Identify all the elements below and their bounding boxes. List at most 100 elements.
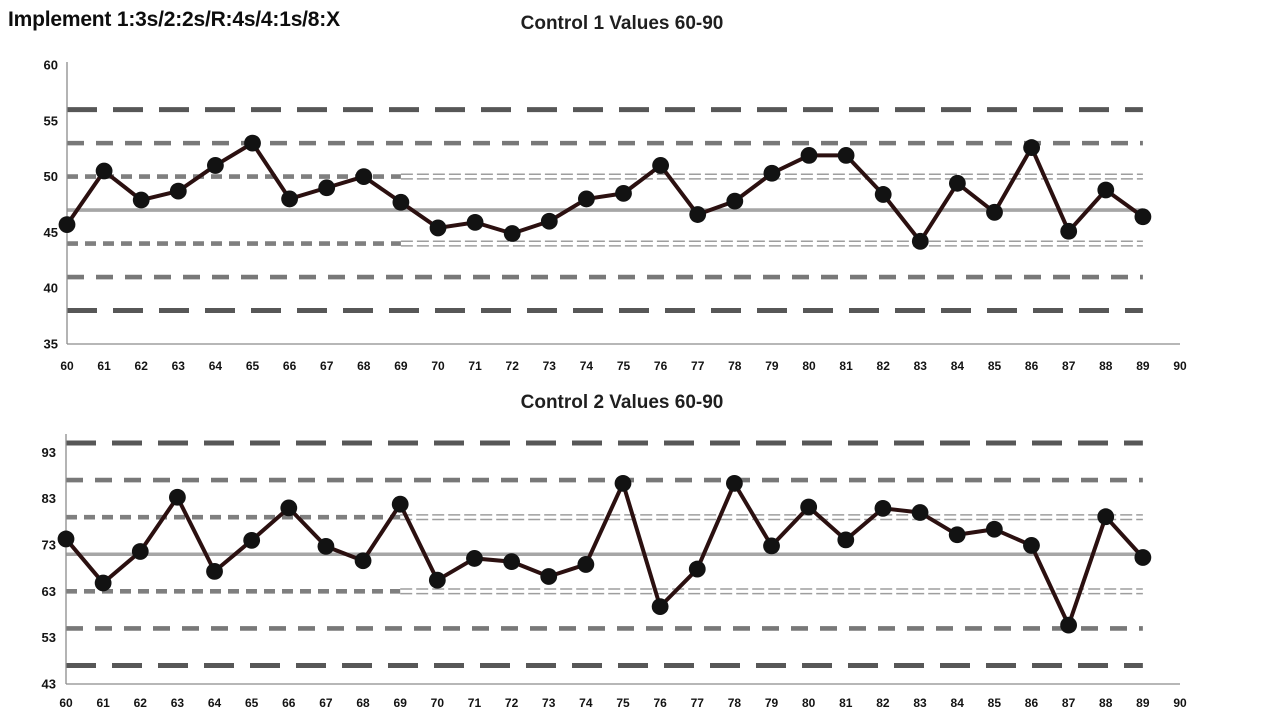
y-tick-label: 40 xyxy=(44,281,58,296)
x-tick-label: 60 xyxy=(60,359,74,373)
data-point-marker xyxy=(1060,222,1078,240)
x-tick-label: 83 xyxy=(914,359,928,373)
data-point-marker xyxy=(688,560,706,578)
data-point-marker xyxy=(763,164,781,182)
data-point-marker xyxy=(354,552,372,570)
data-point-marker xyxy=(577,556,595,573)
page-title: Implement 1:3s/2:2s/R:4s/4:1s/8:X xyxy=(8,8,340,31)
data-point-marker xyxy=(355,168,373,186)
y-tick-label: 73 xyxy=(42,537,56,552)
x-tick-label: 71 xyxy=(468,359,482,373)
x-tick-label: 84 xyxy=(951,696,965,710)
x-tick-label: 70 xyxy=(431,359,445,373)
data-point-marker xyxy=(391,495,409,513)
x-tick-label: 81 xyxy=(839,359,853,373)
y-tick-label: 50 xyxy=(44,169,58,184)
data-point-marker xyxy=(1097,508,1115,526)
x-tick-label: 76 xyxy=(653,696,667,710)
x-tick-label: 86 xyxy=(1025,696,1039,710)
data-point-marker xyxy=(652,157,669,174)
data-point-marker xyxy=(503,225,521,242)
x-tick-label: 63 xyxy=(172,359,186,373)
data-point-marker xyxy=(651,598,669,616)
x-tick-label: 89 xyxy=(1136,359,1150,373)
x-tick-label: 79 xyxy=(765,359,779,373)
data-point-marker xyxy=(243,531,261,549)
data-point-marker xyxy=(169,488,186,506)
x-tick-label: 64 xyxy=(208,696,222,710)
data-point-marker xyxy=(58,216,76,233)
x-tick-label: 88 xyxy=(1099,696,1113,710)
x-tick-label: 78 xyxy=(728,696,742,710)
data-point-marker xyxy=(503,553,520,571)
x-tick-label: 60 xyxy=(59,696,73,710)
y-tick-label: 55 xyxy=(44,113,58,128)
x-tick-label: 63 xyxy=(171,696,185,710)
x-tick-label: 72 xyxy=(506,359,520,373)
x-tick-label: 84 xyxy=(951,359,965,373)
y-tick-label: 45 xyxy=(44,225,58,240)
x-tick-label: 66 xyxy=(283,359,297,373)
x-tick-label: 72 xyxy=(505,696,519,710)
data-point-marker xyxy=(911,232,929,250)
control-2-chart: 43 53 63 73 83 93 60 61 62 63 64 65 66 67 68 69 70 71 72 73… xyxy=(42,434,1187,710)
data-point-marker xyxy=(986,203,1003,221)
x-tick-label: 73 xyxy=(542,696,556,710)
data-point-marker xyxy=(726,192,744,210)
x-tick-label: 67 xyxy=(320,359,334,373)
y-tick-label: 60 xyxy=(44,58,58,73)
data-point-marker xyxy=(281,190,298,208)
data-point-marker xyxy=(207,157,224,174)
data-point-marker xyxy=(429,219,447,237)
x-tick-label: 83 xyxy=(913,696,927,710)
chart-1-title: Control 1 Values 60-90 xyxy=(520,13,724,34)
data-point-marker xyxy=(874,499,892,517)
x-tick-label: 70 xyxy=(431,696,445,710)
y-tick-label: 63 xyxy=(42,584,56,599)
x-tick-label: 80 xyxy=(802,359,816,373)
y-tick-label: 53 xyxy=(42,630,56,645)
data-point-marker xyxy=(1023,537,1040,554)
x-tick-label: 71 xyxy=(468,696,482,710)
x-tick-label: 85 xyxy=(988,696,1002,710)
x-tick-label: 81 xyxy=(839,696,853,710)
x-tick-label: 85 xyxy=(988,359,1002,373)
x-tick-label: 62 xyxy=(135,359,149,373)
data-point-marker xyxy=(1097,181,1115,199)
x-tick-label: 65 xyxy=(245,696,259,710)
y-tick-label: 35 xyxy=(44,337,58,352)
x-tick-label: 88 xyxy=(1099,359,1113,373)
data-point-marker xyxy=(911,504,929,521)
data-point-marker xyxy=(318,179,336,197)
data-point-marker xyxy=(800,498,818,516)
data-point-marker xyxy=(578,190,595,208)
x-tick-label: 77 xyxy=(691,359,705,373)
x-tick-label: 75 xyxy=(617,359,631,373)
data-point-marker xyxy=(392,193,410,211)
data-point-marker xyxy=(726,474,743,492)
y-tick-label: 43 xyxy=(42,677,56,692)
data-point-marker xyxy=(874,186,892,203)
data-point-marker xyxy=(1060,616,1077,634)
data-point-marker xyxy=(280,499,298,517)
data-point-marker xyxy=(615,184,632,202)
data-point-marker xyxy=(689,206,707,223)
data-point-marker xyxy=(837,531,855,549)
x-tick-label: 73 xyxy=(543,359,557,373)
x-tick-label: 90 xyxy=(1173,696,1187,710)
data-point-marker xyxy=(948,526,966,544)
data-point-marker xyxy=(837,146,855,164)
y-tick-label: 83 xyxy=(42,491,56,506)
y-tick-label: 93 xyxy=(42,445,56,460)
x-tick-label: 61 xyxy=(96,696,110,710)
x-tick-label: 82 xyxy=(876,696,890,710)
data-point-marker xyxy=(1023,139,1040,156)
data-point-marker xyxy=(94,574,112,592)
data-point-marker xyxy=(244,134,261,152)
control-1-chart: 35 40 45 50 55 60 60 61 62 63 64 65 66 67 68 69 70 71 72 73… xyxy=(44,58,1187,374)
x-tick-label: 69 xyxy=(394,359,408,373)
x-tick-label: 78 xyxy=(728,359,742,373)
data-point-marker xyxy=(466,550,483,567)
